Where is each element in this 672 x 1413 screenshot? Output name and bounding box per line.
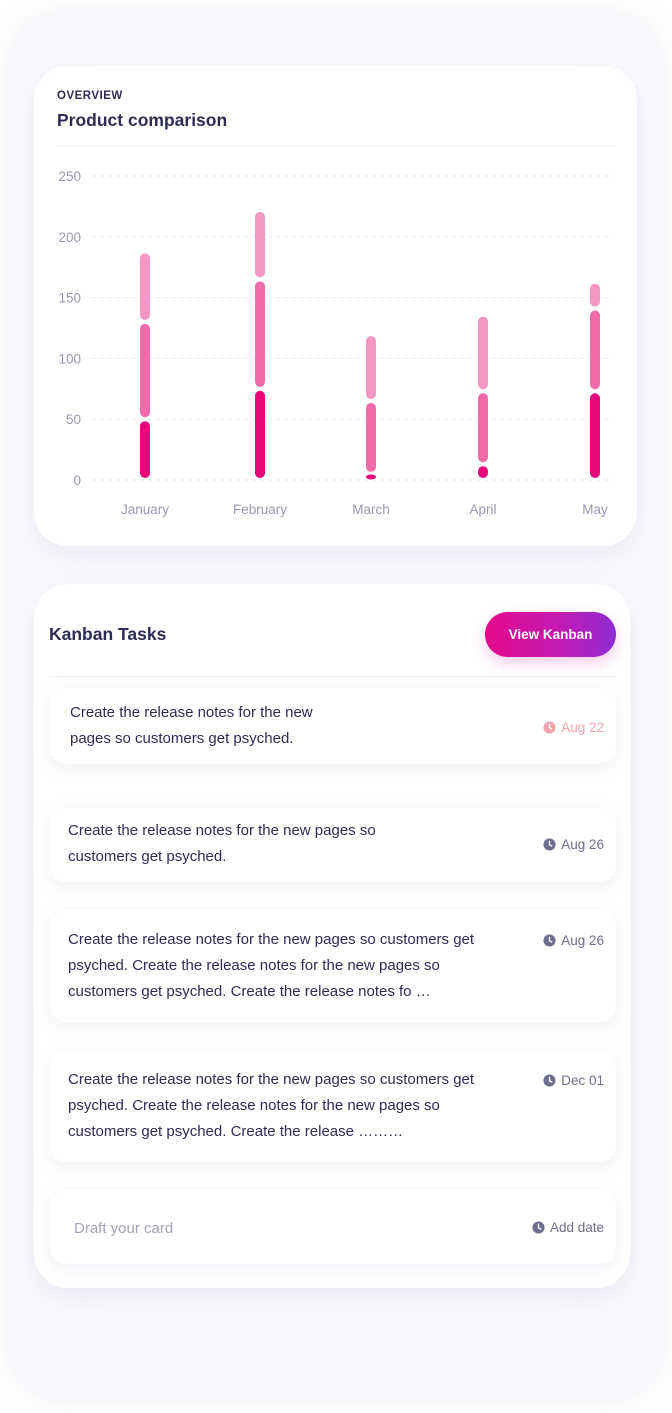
add-date-button[interactable]: Add date — [532, 1220, 604, 1235]
task-card[interactable]: Create the release notes for the new pag… — [50, 688, 616, 764]
bar-segment — [140, 323, 150, 418]
y-tick-label: 150 — [58, 291, 81, 306]
kanban-title: Kanban Tasks — [49, 624, 167, 644]
task-card[interactable]: Create the release notes for the new pag… — [50, 1050, 616, 1162]
x-tick-label: March — [352, 502, 390, 517]
y-tick-label: 250 — [58, 169, 81, 184]
task-due-date: Aug 26 — [543, 933, 604, 948]
overview-label: OVERVIEW — [57, 90, 123, 102]
bar-segment — [366, 474, 376, 480]
bar-segment — [255, 281, 265, 387]
chart-divider — [57, 146, 614, 147]
task-due-date: Aug 26 — [543, 837, 604, 852]
task-text: Create the release notes for the new pag… — [68, 822, 376, 865]
task-date-text: Aug 26 — [561, 837, 604, 852]
view-kanban-button[interactable]: View Kanban — [485, 612, 616, 657]
bar-segment — [478, 466, 488, 478]
chart-title: Product comparison — [57, 110, 228, 130]
clock-icon — [543, 838, 556, 851]
task-due-date: Dec 01 — [543, 1073, 604, 1088]
task-date-text: Aug 26 — [561, 933, 604, 948]
task-text: Create the release notes for the new pag… — [68, 1071, 475, 1140]
clock-icon — [543, 934, 556, 947]
bar-segment — [590, 283, 600, 307]
task-card[interactable]: Create the release notes for the new pag… — [50, 910, 616, 1022]
kanban-divider — [49, 676, 616, 677]
clock-icon — [543, 1074, 556, 1087]
task-text: Create the release notes for the new pag… — [68, 931, 475, 1000]
bar-segment — [478, 316, 488, 390]
task-card[interactable]: Create the release notes for the new pag… — [50, 808, 616, 882]
add-date-label: Add date — [549, 1220, 604, 1235]
draft-card: Add date — [50, 1190, 616, 1264]
x-tick-label: May — [582, 502, 608, 517]
task-due-date: Aug 22 — [543, 720, 604, 735]
bar-chart: 0 50 100 150 200 250 January February March April… — [58, 169, 614, 517]
bar-segment — [590, 393, 600, 478]
bar-segment — [478, 393, 488, 463]
bar-segment — [366, 402, 376, 472]
bar-segment — [140, 253, 150, 320]
y-tick-label: 200 — [58, 230, 81, 245]
y-tick-label: 50 — [66, 412, 81, 427]
product-comparison-card: OVERVIEW Product comparison 0 50 100 150 200… — [34, 66, 637, 546]
x-tick-label: January — [121, 502, 169, 517]
kanban-card: Kanban Tasks View Kanban Create the rele… — [34, 584, 630, 1288]
clock-icon — [543, 721, 556, 734]
bar-segment — [255, 390, 265, 478]
y-tick-label: 100 — [58, 351, 81, 366]
x-tick-label: February — [233, 502, 287, 517]
y-tick-label: 0 — [73, 473, 81, 488]
clock-icon — [532, 1221, 545, 1234]
bar-segment — [140, 421, 150, 478]
task-date-text: Dec 01 — [561, 1073, 604, 1088]
draft-card-input[interactable] — [74, 1210, 434, 1246]
bar-segment — [590, 310, 600, 390]
task-date-text: Aug 22 — [561, 720, 604, 735]
bar-segment — [366, 336, 376, 399]
bar-segment — [255, 212, 265, 278]
x-tick-label: April — [469, 502, 496, 517]
task-text: Create the release notes for the new pag… — [70, 704, 313, 747]
